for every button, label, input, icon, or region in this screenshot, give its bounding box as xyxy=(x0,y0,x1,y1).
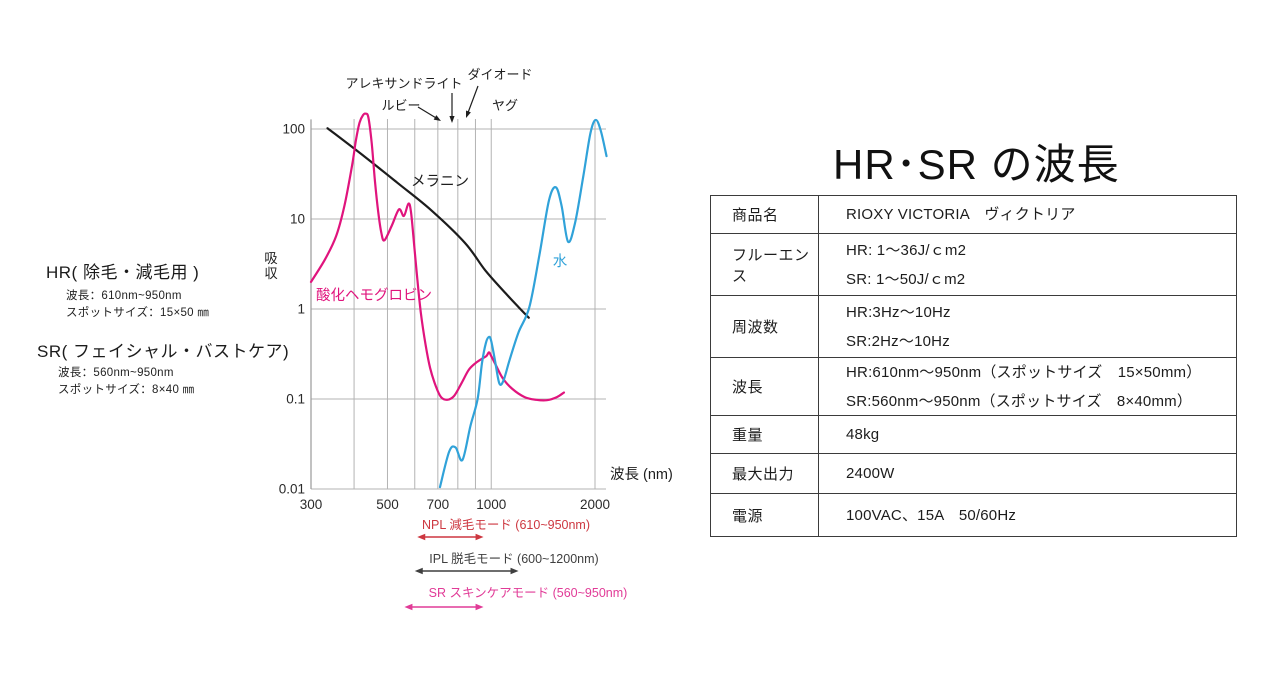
value-line: 100VAC、15A 50/60Hz xyxy=(846,506,1017,524)
value-line: HR:610nm～950nm（スポットサイズ 15×50mm） xyxy=(846,363,1202,381)
row-value: RIOXY VICTORIA ヴィクトリア xyxy=(819,196,1236,233)
y-axis-tick-label: 100 xyxy=(282,122,305,137)
value-line: RIOXY VICTORIA ヴィクトリア xyxy=(846,206,1076,223)
table-row: フルーエンス HR: 1～36J/ｃm2 SR: 1～50J/ｃm2 xyxy=(711,234,1236,296)
row-value: 2400W xyxy=(819,454,1236,493)
x-axis-tick-label: 2000 xyxy=(580,497,610,512)
value-line: SR:2Hz～10Hz xyxy=(846,332,950,350)
laser-label: アレキサンドライト xyxy=(345,76,462,91)
row-label: 商品名 xyxy=(711,196,819,233)
x-axis-tick-label: 300 xyxy=(300,497,323,512)
row-label: 重量 xyxy=(711,416,819,453)
arrowhead xyxy=(475,533,484,541)
hr-mode-title: HR( 除毛・減毛用 ) xyxy=(46,263,200,282)
table-row: 周波数 HR:3Hz～10Hz SR:2Hz～10Hz xyxy=(711,296,1236,358)
mode-range-label: IPL 脱毛モード (600~1200nm) xyxy=(429,551,598,566)
value-line: SR: 1～50J/ｃm2 xyxy=(846,270,966,288)
x-axis-tick-label: 1000 xyxy=(476,497,506,512)
x-axis-tick-label: 700 xyxy=(427,497,450,512)
laser-pointer-arrow xyxy=(417,106,438,120)
mode-range-label: NPL 減毛モード (610~950nm) xyxy=(422,517,590,532)
spec-table: 商品名 RIOXY VICTORIA ヴィクトリア フルーエンス HR: 1～3… xyxy=(710,195,1237,537)
y-axis-tick-label: 0.1 xyxy=(286,392,305,407)
series-curve-メラニン xyxy=(326,127,530,319)
arrowhead xyxy=(510,567,519,575)
sr-wavelength-note: 波長：560nm~950nm xyxy=(58,367,174,379)
value-line: 48kg xyxy=(846,426,880,443)
arrowhead xyxy=(449,116,455,123)
value-line: HR: 1～36J/ｃm2 xyxy=(846,241,967,259)
table-row: 電源 100VAC、15A 50/60Hz xyxy=(711,494,1236,536)
sr-mode-title: SR( フェイシャル・バストケア) xyxy=(37,342,290,361)
arrowhead xyxy=(404,603,413,611)
row-label: 最大出力 xyxy=(711,454,819,493)
laser-pointer-arrow xyxy=(466,85,479,115)
arrowhead xyxy=(475,603,484,611)
series-curve-水 xyxy=(438,118,608,489)
series-label: 酸化ヘモグロビン xyxy=(316,287,432,304)
row-value: HR:610nm～950nm（スポットサイズ 15×50mm） SR:560nm… xyxy=(819,358,1236,415)
sr-spotsize-note: スポットサイズ：8×40 ㎜ xyxy=(58,384,195,396)
x-axis-tick-label: 500 xyxy=(376,497,399,512)
y-axis-tick-label: 1 xyxy=(297,302,305,317)
value-line: SR:560nm～950nm（スポットサイズ 8×40mm） xyxy=(846,392,1193,410)
arrowhead xyxy=(417,533,426,541)
value-line: 2400W xyxy=(846,465,895,482)
arrowhead xyxy=(466,110,471,118)
row-value: HR: 1～36J/ｃm2 SR: 1～50J/ｃm2 xyxy=(819,234,1236,295)
table-row: 最大出力 2400W xyxy=(711,454,1236,494)
mode-range-label: SR スキンケアモード (560~950nm) xyxy=(429,586,628,600)
row-label: フルーエンス xyxy=(711,234,819,295)
y-axis-tick-label: 10 xyxy=(290,212,305,227)
table-row: 波長 HR:610nm～950nm（スポットサイズ 15×50mm） SR:56… xyxy=(711,358,1236,416)
arrowhead xyxy=(414,567,423,575)
row-label: 電源 xyxy=(711,494,819,536)
series-label: 水 xyxy=(553,253,568,270)
laser-label: ダイオード xyxy=(467,67,532,82)
row-value: 48kg xyxy=(819,416,1236,453)
hr-wavelength-note: 波長：610nm~950nm xyxy=(66,290,182,302)
row-label: 波長 xyxy=(711,358,819,415)
hr-spotsize-note: スポットサイズ：15×50 ㎜ xyxy=(66,307,210,319)
page-title: HR･SR の波長 xyxy=(833,141,1120,188)
y-axis-title: 吸収 xyxy=(264,251,278,281)
series-label: メラニン xyxy=(411,174,469,190)
row-value: 100VAC、15A 50/60Hz xyxy=(819,494,1236,536)
value-line: HR:3Hz～10Hz xyxy=(846,303,951,321)
row-value: HR:3Hz～10Hz SR:2Hz～10Hz xyxy=(819,296,1236,357)
arrowhead xyxy=(433,115,441,121)
laser-label: ルビー xyxy=(381,98,420,113)
row-label: 周波数 xyxy=(711,296,819,357)
table-row: 商品名 RIOXY VICTORIA ヴィクトリア xyxy=(711,196,1236,234)
y-axis-tick-label: 0.01 xyxy=(279,482,305,497)
laser-label: ヤグ xyxy=(492,98,518,113)
x-axis-title: 波長 (nm) xyxy=(610,466,673,483)
table-row: 重量 48kg xyxy=(711,416,1236,454)
